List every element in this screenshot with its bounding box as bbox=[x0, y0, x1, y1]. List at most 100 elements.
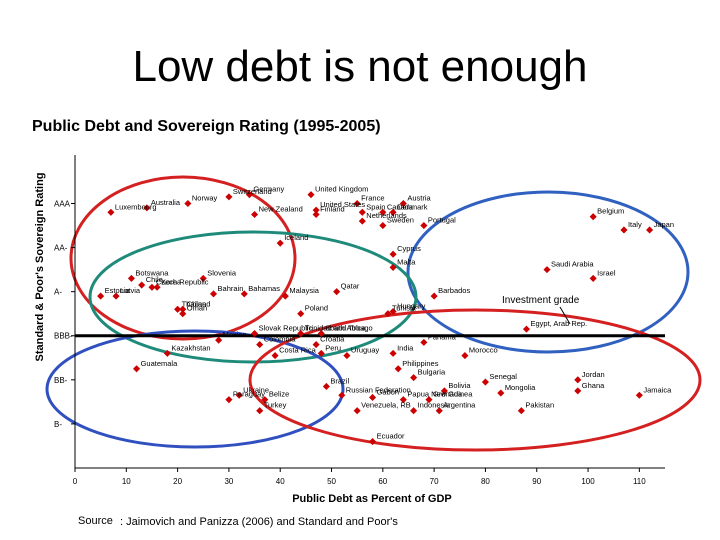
slide-title: Low debt is not enough bbox=[132, 42, 588, 91]
y-tick-label: B- bbox=[54, 420, 62, 429]
data-point bbox=[251, 330, 259, 338]
point-label: Tunisia bbox=[392, 304, 417, 313]
point-label: Iceland bbox=[284, 233, 308, 242]
data-point bbox=[184, 199, 192, 208]
data-point bbox=[389, 263, 397, 271]
data-point bbox=[394, 365, 402, 373]
data-point bbox=[358, 217, 366, 225]
data-point bbox=[379, 208, 387, 216]
data-point bbox=[389, 250, 397, 258]
point-label: Australia bbox=[151, 198, 181, 207]
data-point bbox=[410, 374, 418, 382]
point-label: France bbox=[361, 193, 384, 202]
point-label: Papua New Guinea bbox=[407, 390, 473, 399]
point-label: Israel bbox=[597, 268, 616, 277]
data-point bbox=[174, 305, 182, 313]
point-label: Ukraine bbox=[243, 385, 269, 394]
data-point bbox=[353, 199, 361, 208]
low-grade-circle bbox=[45, 329, 345, 449]
point-label: Morocco bbox=[469, 346, 498, 355]
point-label: Czech Republic bbox=[156, 277, 209, 286]
point-label: India bbox=[397, 343, 414, 352]
data-point bbox=[389, 349, 397, 357]
data-point bbox=[338, 391, 346, 399]
data-point bbox=[389, 208, 397, 216]
y-tick-label: AA- bbox=[54, 244, 68, 253]
point-label: Chile bbox=[146, 275, 163, 284]
data-point bbox=[179, 305, 187, 313]
data-points bbox=[97, 191, 654, 446]
point-label: Philippines bbox=[402, 359, 439, 368]
point-label: Jamaica bbox=[643, 385, 672, 394]
data-point bbox=[199, 274, 207, 282]
data-point bbox=[343, 352, 351, 360]
data-point bbox=[148, 283, 156, 291]
x-tick-label: 0 bbox=[73, 477, 78, 486]
x-tick-label: 90 bbox=[532, 477, 541, 486]
point-label: Malaysia bbox=[289, 286, 319, 295]
point-label: Ghana bbox=[582, 381, 605, 390]
high-debt-circle bbox=[406, 190, 690, 354]
point-label: Sweden bbox=[387, 216, 414, 225]
data-point bbox=[209, 290, 218, 298]
data-point bbox=[333, 288, 341, 296]
annotation-arrow bbox=[559, 306, 571, 325]
point-label: Egypt, Arab Rep. bbox=[530, 319, 587, 328]
point-label: Poland bbox=[305, 304, 328, 313]
data-point bbox=[589, 274, 597, 282]
point-label: Netherlands bbox=[366, 211, 407, 220]
data-point bbox=[97, 292, 105, 300]
point-label: Oman bbox=[187, 304, 207, 313]
data-point bbox=[317, 349, 325, 357]
data-point bbox=[297, 330, 305, 338]
point-label: Norway bbox=[192, 193, 218, 202]
data-point bbox=[430, 292, 438, 300]
data-point bbox=[261, 396, 269, 404]
point-label: Denmark bbox=[397, 202, 428, 211]
data-point bbox=[107, 208, 115, 216]
data-point bbox=[307, 191, 315, 199]
x-tick-label: 30 bbox=[224, 477, 233, 486]
data-point bbox=[369, 438, 377, 446]
point-label: Paraguay bbox=[233, 390, 265, 399]
point-label: Slovak Republic bbox=[259, 324, 313, 333]
point-label: South Africa bbox=[325, 324, 366, 333]
data-point bbox=[215, 336, 223, 344]
point-label: Finland bbox=[320, 205, 345, 214]
point-label: Mexico bbox=[223, 330, 247, 339]
data-point bbox=[353, 407, 361, 415]
y-tick-label: BBB- bbox=[54, 332, 73, 341]
point-label: Panama bbox=[428, 332, 457, 341]
data-point bbox=[153, 283, 161, 291]
data-point bbox=[179, 310, 187, 318]
data-point bbox=[440, 387, 448, 395]
point-label: Argentina bbox=[443, 401, 476, 410]
point-label: Hungary bbox=[397, 302, 426, 311]
point-label: Pakistan bbox=[525, 401, 554, 410]
data-point bbox=[225, 396, 233, 404]
point-label: Colombia bbox=[264, 335, 297, 344]
point-label: Kazakhstan bbox=[171, 343, 210, 352]
x-tick-label: 100 bbox=[581, 477, 595, 486]
point-label: Bolivia bbox=[448, 381, 471, 390]
data-point bbox=[420, 221, 428, 230]
x-tick-label: 20 bbox=[173, 477, 182, 486]
point-label: Grenada bbox=[433, 390, 463, 399]
data-point bbox=[517, 407, 525, 415]
high-risk-circle bbox=[248, 308, 702, 452]
point-label: Turkey bbox=[264, 401, 287, 410]
point-label: Bahamas bbox=[248, 284, 280, 293]
data-point bbox=[574, 376, 582, 384]
point-label: Barbados bbox=[438, 286, 470, 295]
data-point bbox=[256, 341, 264, 349]
data-point bbox=[425, 396, 433, 404]
data-point bbox=[297, 310, 305, 318]
point-label: Malta bbox=[397, 257, 416, 266]
data-point bbox=[389, 307, 397, 316]
y-tick-label: BB- bbox=[54, 376, 68, 385]
investment-grade-annotation: Investment grade bbox=[502, 295, 580, 306]
data-point bbox=[317, 330, 325, 338]
data-point bbox=[481, 378, 489, 386]
data-point bbox=[369, 393, 377, 402]
